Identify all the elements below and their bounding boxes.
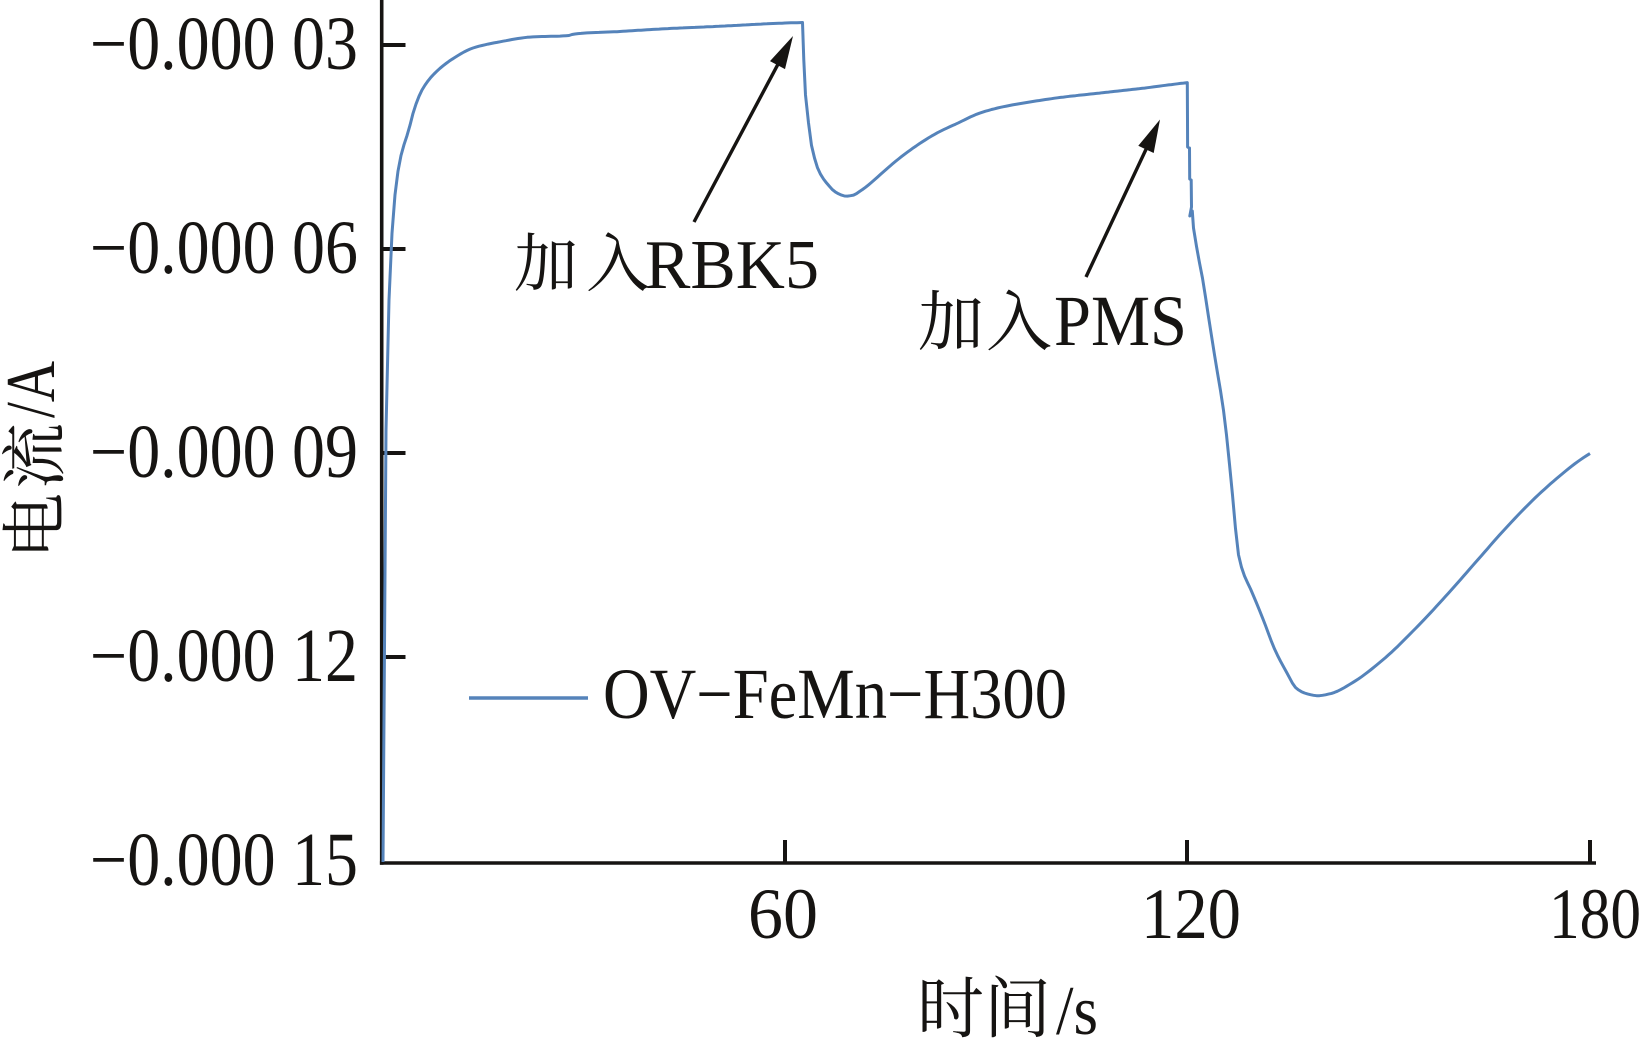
svg-text:OV−FeMn−H300: OV−FeMn−H300 (603, 654, 1067, 734)
svg-text:−0.000 03: −0.000 03 (90, 2, 358, 86)
svg-text:120: 120 (1141, 874, 1241, 954)
svg-text:−0.000 15: −0.000 15 (90, 818, 358, 902)
svg-text:PMS: PMS (1054, 281, 1187, 361)
svg-text:/A: /A (0, 361, 70, 418)
svg-text:RBK5: RBK5 (645, 227, 819, 304)
svg-text:−0.000 06: −0.000 06 (90, 206, 358, 290)
svg-text:60: 60 (748, 874, 818, 954)
svg-text:/s: /s (1056, 973, 1098, 1050)
svg-text:−0.000 09: −0.000 09 (90, 410, 358, 494)
svg-text:180: 180 (1549, 874, 1641, 954)
svg-text:−0.000 12: −0.000 12 (90, 614, 358, 698)
